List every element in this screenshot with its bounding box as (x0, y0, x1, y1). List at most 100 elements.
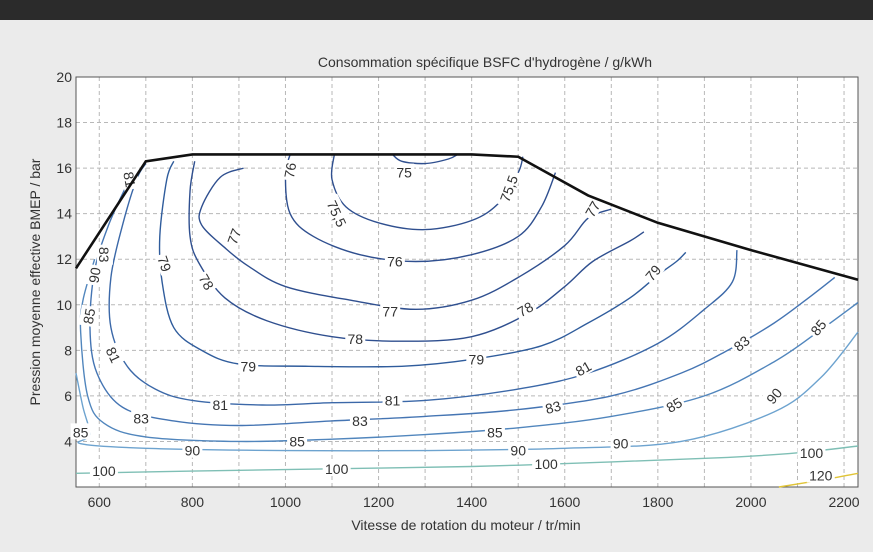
x-tick-label: 1200 (363, 494, 394, 510)
contour-label-group: 85 (805, 314, 831, 340)
contour-label-bg (805, 314, 831, 340)
contour-label-bg (89, 462, 118, 479)
contour-label-bg (322, 193, 353, 233)
contour-label-90: 90 (85, 266, 103, 284)
contour-label-bg (120, 168, 141, 191)
y-tick-label: 4 (64, 433, 72, 449)
contour-label-group: 85 (70, 423, 91, 440)
contour-label-bg (384, 252, 405, 269)
contour-label-78: 78 (514, 298, 536, 320)
contour-label-75: 75 (396, 165, 412, 181)
contour-label-bg (78, 304, 98, 328)
contour-label-85: 85 (289, 433, 305, 449)
contour-label-78: 78 (196, 271, 218, 293)
contour-label-group: 78 (195, 268, 220, 295)
contour-label-76: 76 (281, 161, 299, 179)
contour-label-bg (532, 455, 561, 472)
contour-label-bg (131, 409, 152, 426)
x-tick-label: 1400 (456, 494, 487, 510)
contour-label-81: 81 (120, 170, 138, 188)
contour-label-group: 81 (210, 396, 231, 413)
contour-label-79: 79 (154, 254, 174, 274)
contour-label-85: 85 (73, 424, 89, 440)
contour-label-77: 77 (224, 226, 244, 246)
contour-label-bg (222, 223, 245, 249)
bsfc-contour-chart: Consommation spécifique BSFC d'hydrogène… (27, 54, 860, 533)
contour-label-bg (508, 441, 529, 458)
contour-label-bg (195, 268, 220, 295)
contour-label-83: 83 (133, 411, 149, 427)
contour-line-85 (79, 259, 859, 443)
contour-label-bg (512, 296, 538, 321)
contour-label-group: 78 (512, 296, 538, 321)
contour-label-bg (70, 423, 91, 440)
contour-label-bg (660, 392, 687, 417)
contour-label-group: 83 (349, 411, 370, 429)
contour-label-bg (349, 411, 370, 428)
contour-label-group: 100 (89, 462, 118, 479)
contour-label-group: 90 (610, 434, 631, 452)
contour-label-group: 76 (384, 252, 405, 270)
top-bar (0, 0, 873, 20)
contour-label-79: 79 (240, 358, 256, 374)
contour-label-bg (182, 441, 203, 458)
contour-label-bg (287, 432, 308, 449)
contour-label-bg (541, 395, 565, 417)
y-tick-label: 16 (56, 160, 72, 176)
contour-line-81 (108, 163, 738, 406)
x-tick-label: 1000 (270, 494, 301, 510)
contour-label-83: 83 (544, 397, 563, 417)
contour-label-bg (806, 466, 835, 483)
x-tick-label: 800 (181, 494, 205, 510)
contour-line-100 (75, 445, 859, 475)
contour-label-bg (797, 443, 826, 460)
contour-label-bg (610, 434, 631, 451)
contour-label-81: 81 (573, 358, 595, 380)
contour-label-group: 83 (96, 244, 113, 265)
contour-label-85: 85 (663, 394, 685, 416)
contour-label-bg (728, 330, 754, 356)
contour-label-76: 76 (387, 254, 403, 270)
contour-line-77 (198, 167, 612, 311)
contour-label-120: 120 (809, 468, 833, 484)
contour-label-100: 100 (325, 461, 349, 477)
contour-label-group: 85 (484, 423, 505, 440)
contour-label-bg (494, 168, 522, 208)
contour-label-bg (102, 342, 126, 367)
contour-label-bg (466, 350, 487, 367)
full-load-curve (74, 153, 859, 281)
contour-label-group: 83 (131, 409, 152, 427)
contour-label-bg (484, 423, 505, 440)
contour-label-group: 120 (806, 466, 835, 484)
contour-label-bg (570, 355, 596, 380)
contour-label-100: 100 (800, 445, 824, 461)
plot-area (75, 76, 859, 488)
contour-label-bg (238, 357, 259, 374)
contour-label-77: 77 (582, 198, 604, 220)
contour-label-group: 77 (222, 223, 245, 249)
contour-label-group: 83 (728, 330, 754, 356)
x-tick-label: 2200 (828, 494, 859, 510)
contour-label-group: 81 (120, 168, 141, 191)
x-axis-label: Vitesse de rotation du moteur / tr/min (351, 517, 580, 533)
contour-label-79: 79 (469, 351, 485, 367)
contour-label-group: 75 (394, 163, 415, 181)
contour-label-85: 85 (80, 307, 98, 325)
contour-label-group: 79 (238, 357, 259, 374)
contour-label-group: 90 (760, 382, 787, 409)
contour-label-bg (154, 251, 177, 276)
x-tick-label: 1600 (549, 494, 580, 510)
contour-label-bg (579, 195, 604, 222)
contour-label-group: 100 (797, 443, 826, 461)
contour-label-bg (380, 302, 401, 319)
x-tick-label: 1800 (642, 494, 673, 510)
contour-label-group: 90 (182, 441, 203, 459)
contour-label-group: 90 (84, 263, 104, 287)
contour-label-group: 85 (660, 392, 687, 417)
contour-label-100: 100 (92, 463, 116, 479)
contour-label-group: 77 (579, 195, 604, 222)
contour-label-bg (210, 396, 231, 412)
contour-label-bg (345, 329, 366, 346)
contour-label-90: 90 (510, 443, 526, 459)
